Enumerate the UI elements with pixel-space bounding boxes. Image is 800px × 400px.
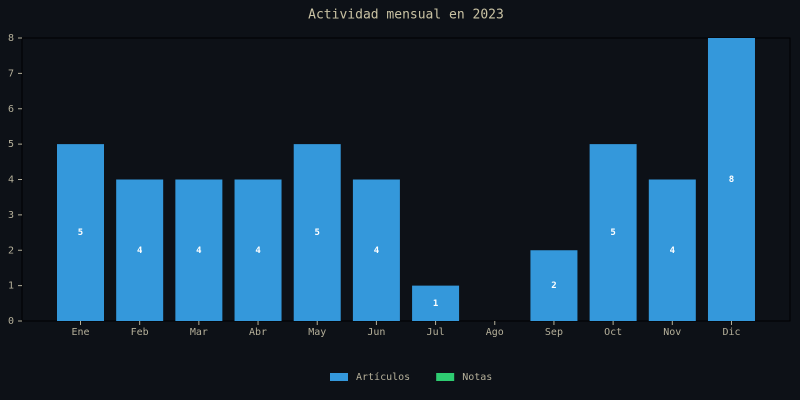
x-tick-label: Oct	[604, 327, 622, 338]
x-tick-label: Ago	[486, 327, 504, 338]
bar	[57, 144, 104, 321]
chart-title: Actividad mensual en 2023	[308, 8, 504, 23]
y-tick-label: 6	[8, 104, 14, 115]
value-label: 5	[315, 228, 320, 238]
bar	[412, 285, 460, 321]
y-tick-label: 4	[8, 175, 14, 186]
y-tick-label: 5	[8, 139, 14, 150]
legend-swatch	[436, 373, 455, 381]
x-tick-label: Jul	[427, 327, 445, 338]
x-tick-label: Ene	[71, 327, 89, 338]
legend-label: Notas	[462, 372, 492, 383]
value-label: 5	[610, 228, 615, 238]
value-label: 2	[551, 281, 556, 291]
y-tick-label: 2	[8, 245, 14, 256]
y-tick-label: 3	[8, 210, 14, 221]
bar	[293, 144, 341, 321]
y-tick-label: 8	[8, 33, 14, 44]
value-label: 1	[433, 299, 438, 309]
value-label: 4	[196, 246, 202, 256]
bar	[116, 179, 164, 321]
legend-swatch	[330, 373, 348, 381]
bar	[589, 144, 637, 321]
value-label: 4	[255, 246, 261, 256]
bar	[234, 179, 282, 321]
x-tick-label: Feb	[131, 327, 149, 338]
value-label: 8	[729, 175, 734, 185]
x-tick-label: Nov	[663, 327, 681, 338]
x-tick-label: May	[308, 327, 326, 338]
x-tick-label: Jun	[367, 327, 385, 338]
bar	[530, 250, 578, 321]
value-label: 5	[78, 228, 83, 238]
bar	[707, 38, 755, 321]
x-tick-label: Mar	[190, 327, 208, 338]
bar	[352, 179, 400, 321]
x-tick-label: Abr	[249, 327, 267, 338]
bar	[648, 179, 696, 321]
y-tick-label: 1	[8, 281, 14, 292]
legend-label: Artículos	[356, 371, 410, 383]
x-tick-label: Sep	[545, 327, 563, 338]
value-label: 4	[137, 246, 143, 256]
y-tick-label: 0	[8, 316, 14, 327]
value-label: 4	[374, 246, 380, 256]
value-label: 4	[670, 246, 676, 256]
x-tick-label: Dic	[722, 327, 740, 338]
y-tick-label: 7	[8, 68, 14, 79]
bar	[175, 179, 223, 321]
